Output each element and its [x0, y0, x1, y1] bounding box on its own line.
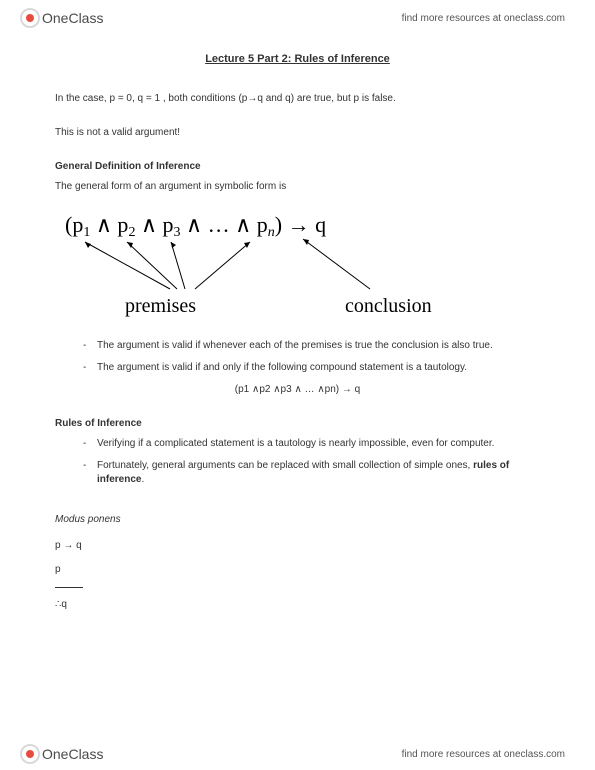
logo: OneClass — [20, 8, 103, 28]
modus-line-1: p → q — [55, 539, 540, 553]
list-item: Verifying if a complicated statement is … — [83, 437, 540, 451]
logo-icon — [20, 8, 40, 28]
rules-bullets: Verifying if a complicated statement is … — [55, 437, 540, 487]
footer-resource-link[interactable]: find more resources at oneclass.com — [402, 749, 565, 760]
section-intro: The general form of an argument in symbo… — [55, 180, 540, 194]
formula-text: (p1 ∧ p2 ∧ p3 ∧ … ∧ pn) → q — [65, 212, 326, 240]
tautology-formula: (p1 ∧p2 ∧p3 ∧ … ∧pn) → q — [55, 383, 540, 397]
inference-rule-line — [55, 587, 83, 588]
footer-logo-text: OneClass — [42, 746, 103, 762]
conclusion-label: conclusion — [345, 295, 432, 317]
document-body: Lecture 5 Part 2: Rules of Inference In … — [0, 32, 595, 612]
modus-ponens-title: Modus ponens — [55, 513, 540, 527]
premises-label: premises — [125, 295, 196, 317]
list-item: The argument is valid if whenever each o… — [83, 339, 540, 353]
definition-bullets: The argument is valid if whenever each o… — [55, 339, 540, 375]
bullet-tail: . — [141, 474, 144, 485]
page-title: Lecture 5 Part 2: Rules of Inference — [55, 52, 540, 67]
footer-logo: OneClass — [20, 744, 103, 764]
page-footer: OneClass find more resources at oneclass… — [0, 744, 595, 764]
bullet-text: Fortunately, general arguments can be re… — [97, 460, 473, 471]
section-heading-rules: Rules of Inference — [55, 417, 540, 431]
section-heading-definition: General Definition of Inference — [55, 160, 540, 174]
logo-text: OneClass — [42, 10, 103, 26]
page-header: OneClass find more resources at oneclass… — [0, 0, 595, 32]
header-resource-link[interactable]: find more resources at oneclass.com — [402, 13, 565, 24]
paragraph-invalid: This is not a valid argument! — [55, 126, 540, 140]
list-item: Fortunately, general arguments can be re… — [83, 459, 540, 487]
modus-line-2: p — [55, 563, 540, 577]
logo-icon — [20, 744, 40, 764]
modus-conclusion: ∴q — [55, 598, 540, 612]
paragraph-case: In the case, p = 0, q = 1 , both conditi… — [55, 92, 540, 106]
formula-diagram: (p1 ∧ p2 ∧ p3 ∧ … ∧ pn) → q premises con… — [55, 204, 540, 329]
list-item: The argument is valid if and only if the… — [83, 361, 540, 375]
